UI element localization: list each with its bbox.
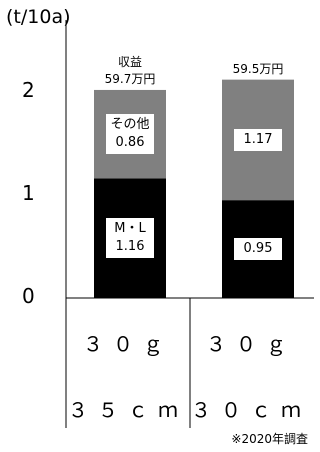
x-category-line2: ３０ｃｍ xyxy=(191,398,311,422)
y-tick-label: 0 xyxy=(22,284,35,308)
footnote: ※2020年調査 xyxy=(231,432,308,446)
segment-label: 1.17 xyxy=(234,128,282,151)
segment-label: 0.95 xyxy=(234,238,282,261)
x-category-line1: ３０ｇ xyxy=(83,332,173,356)
bar-note: 59.5万円 xyxy=(232,61,284,76)
x-category-line2: ３５ｃｍ xyxy=(68,398,188,422)
y-tick-label: 2 xyxy=(22,78,35,102)
x-category-line1: ３０ｇ xyxy=(206,332,296,356)
bar-note: 収益 59.7万円 xyxy=(104,54,156,86)
segment-label: M・L 1.16 xyxy=(106,218,154,259)
segment-label: その他 0.86 xyxy=(106,114,154,155)
y-axis-title: (t/10a) xyxy=(6,6,71,28)
y-tick-label: 1 xyxy=(22,181,35,205)
